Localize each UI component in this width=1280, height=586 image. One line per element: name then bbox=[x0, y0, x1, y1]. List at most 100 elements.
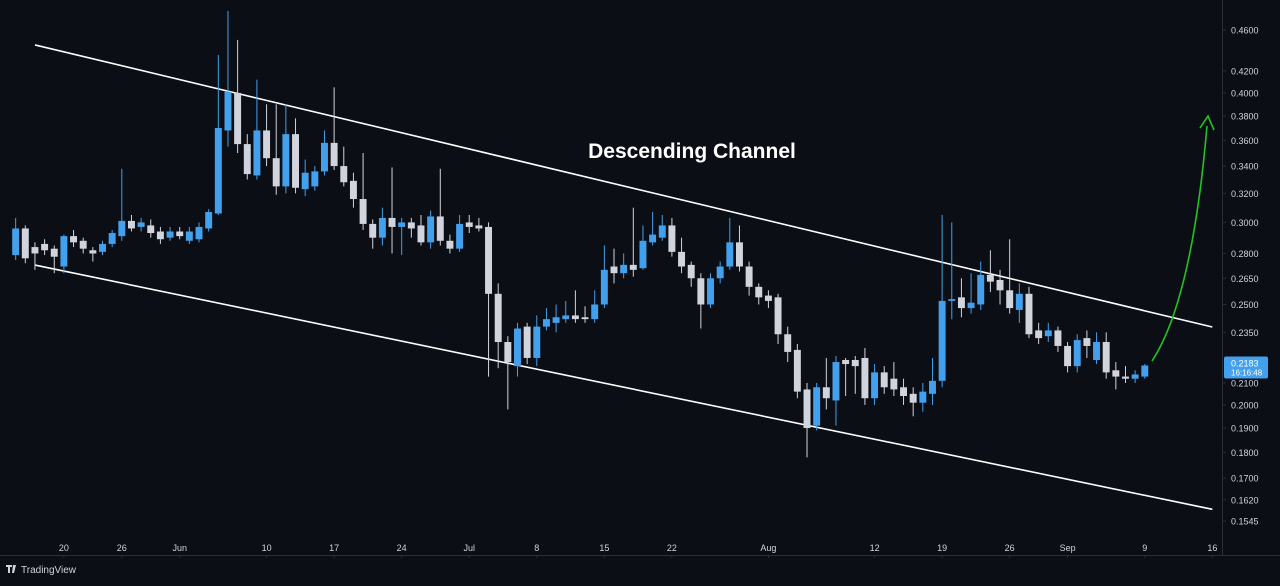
candle-body bbox=[581, 317, 589, 320]
candle-body bbox=[716, 266, 724, 279]
axes: 0.4600 0.4200 0.4000 0.3800 0.3600 0.3400 0.32… bbox=[59, 25, 1259, 558]
candle-body bbox=[571, 315, 579, 320]
candle-body bbox=[272, 158, 280, 187]
x-tick-label: Jun bbox=[172, 543, 187, 553]
x-tick-label: 8 bbox=[534, 543, 539, 553]
candle-body bbox=[1025, 293, 1033, 335]
y-tick-label: 0.3600 bbox=[1231, 136, 1259, 146]
candle-body bbox=[50, 248, 58, 257]
chart-title: Descending Channel bbox=[588, 140, 796, 163]
candle-body bbox=[967, 302, 975, 309]
candle-body bbox=[60, 236, 68, 267]
candle-body bbox=[813, 387, 821, 426]
candle-body bbox=[465, 222, 473, 227]
y-tick-label: 0.2500 bbox=[1231, 300, 1259, 310]
candle-body bbox=[147, 225, 155, 234]
candle-body bbox=[871, 372, 879, 399]
candle-body bbox=[774, 297, 782, 335]
x-tick-label: Aug bbox=[760, 543, 776, 553]
candle-body bbox=[1141, 365, 1149, 377]
candle-body bbox=[398, 222, 406, 227]
candle-body bbox=[764, 295, 772, 301]
candle-body bbox=[156, 231, 164, 240]
candle-body bbox=[822, 387, 830, 399]
y-tick-label: 0.4000 bbox=[1231, 88, 1259, 98]
candle-body bbox=[784, 334, 792, 352]
candle-body bbox=[919, 391, 927, 403]
candle-body bbox=[880, 372, 888, 388]
candle-body bbox=[321, 142, 328, 172]
candle-body bbox=[243, 144, 251, 175]
candle-body bbox=[639, 240, 647, 269]
candle-body bbox=[678, 251, 686, 267]
y-tick-label: 0.2000 bbox=[1231, 400, 1259, 410]
x-tick-label: 22 bbox=[667, 543, 677, 553]
y-tick-label: 0.4600 bbox=[1231, 25, 1259, 35]
candle-body bbox=[369, 223, 377, 238]
candle-body bbox=[127, 220, 135, 229]
candle-body bbox=[1102, 342, 1110, 373]
candle-body bbox=[1035, 330, 1043, 339]
x-tick-label: Jul bbox=[463, 543, 475, 553]
candle-body bbox=[330, 142, 338, 167]
y-tick-label: 0.1545 bbox=[1231, 517, 1259, 527]
candle-body bbox=[282, 134, 290, 187]
y-tick-label: 0.1900 bbox=[1231, 424, 1259, 434]
countdown: 16:16:48 bbox=[1231, 369, 1263, 378]
y-tick-label: 0.1700 bbox=[1231, 474, 1259, 484]
candle-body bbox=[1083, 338, 1091, 346]
candle-body bbox=[417, 225, 425, 243]
candle-body bbox=[79, 240, 87, 249]
y-tick-label: 0.1800 bbox=[1231, 448, 1259, 458]
x-tick-label: 26 bbox=[117, 543, 127, 553]
y-tick-label: 0.3400 bbox=[1231, 162, 1259, 172]
candle-body bbox=[407, 222, 415, 229]
candle-body bbox=[909, 393, 917, 403]
candle-body bbox=[591, 304, 599, 320]
y-tick-label: 0.3000 bbox=[1231, 218, 1259, 228]
candle-body bbox=[137, 222, 145, 227]
candle-body bbox=[234, 92, 242, 145]
y-tick-label: 0.2650 bbox=[1231, 274, 1259, 284]
candle-body bbox=[1073, 340, 1081, 367]
candle-body bbox=[21, 228, 29, 259]
candle-body bbox=[1131, 374, 1139, 379]
candle-body bbox=[542, 319, 550, 327]
candle-body bbox=[514, 328, 521, 367]
candle-body bbox=[851, 359, 859, 367]
candle-body bbox=[687, 264, 695, 279]
candle-body bbox=[436, 216, 444, 241]
candle-body bbox=[986, 274, 994, 282]
y-tick-label: 0.1620 bbox=[1231, 495, 1259, 505]
x-tick-label: 26 bbox=[1005, 543, 1015, 553]
candle-body bbox=[427, 216, 435, 243]
candle-body bbox=[31, 247, 39, 254]
candle-body bbox=[166, 231, 174, 238]
candle-body bbox=[996, 279, 1004, 291]
candle-body bbox=[311, 171, 319, 187]
x-tick-label: 9 bbox=[1142, 543, 1147, 553]
candle-body bbox=[118, 220, 126, 237]
candle-body bbox=[253, 130, 261, 176]
candle-body bbox=[1015, 293, 1023, 310]
candle-body bbox=[301, 172, 309, 190]
x-tick-label: 16 bbox=[1207, 543, 1217, 553]
candle-body bbox=[861, 357, 869, 399]
candle-body bbox=[610, 266, 618, 274]
candle-body bbox=[668, 225, 676, 252]
arrow-head bbox=[1199, 114, 1215, 131]
candle-body bbox=[649, 234, 657, 243]
candle-body bbox=[1064, 345, 1072, 367]
x-tick-label: 12 bbox=[870, 543, 880, 553]
channel-line bbox=[34, 264, 1213, 511]
candle-body bbox=[900, 387, 907, 397]
last-price-label: 0.2183 bbox=[1231, 359, 1259, 369]
candle-body bbox=[185, 231, 193, 241]
candle-body bbox=[803, 389, 811, 429]
y-tick-label: 0.2800 bbox=[1231, 249, 1259, 259]
candle-body bbox=[456, 223, 464, 249]
x-tick-label: 15 bbox=[599, 543, 609, 553]
candle-body bbox=[842, 359, 850, 365]
